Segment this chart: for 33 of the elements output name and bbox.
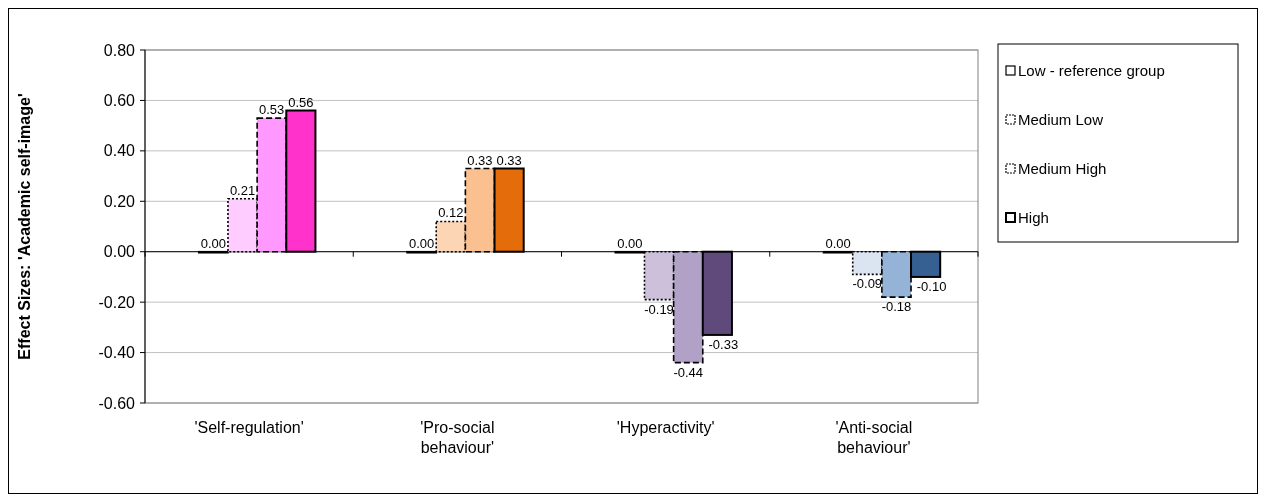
legend-label: Medium High [1018,160,1107,178]
x-tick-label: 'Self-regulation' [194,419,304,436]
data-label: -0.10 [916,278,947,294]
y-tick-label: 0.00 [103,243,136,261]
data-label: 0.00 [825,235,851,251]
x-tick-label: 'Anti-social behaviour' [835,419,913,456]
y-axis-title: Effect Sizes: 'Academic self-image' [16,93,33,360]
x-tick-label: 'Hyperactivity' [616,419,715,436]
legend-label: Medium Low [1018,111,1104,129]
data-label: -0.09 [852,276,883,292]
data-label: 0.33 [496,152,522,168]
data-label: -0.33 [708,336,739,352]
data-label: 0.56 [288,94,314,110]
data-label: -0.44 [673,364,704,380]
legend-label: High [1018,209,1049,227]
y-tick-label: -0.20 [98,293,136,311]
y-tick-label: -0.40 [98,344,136,362]
data-label: 0.00 [408,235,435,251]
data-label: -0.18 [881,299,912,315]
y-tick-label: 0.60 [103,92,136,110]
data-label: 0.53 [259,102,285,118]
x-tick-label: 'Pro-social behaviour' [420,419,495,456]
data-label: 0.12 [438,205,464,221]
data-label: 0.33 [467,152,493,168]
data-label: 0.00 [200,235,227,251]
legend-label: Low - reference group [1018,62,1165,80]
data-label: 0.21 [229,182,256,198]
y-tick-label: -0.60 [98,394,136,412]
data-label: -0.19 [644,301,674,317]
y-tick-label: 0.20 [103,192,136,210]
y-tick-label: 0.40 [103,142,136,160]
data-label: 0.00 [617,235,643,251]
y-tick-label: 0.80 [103,41,136,59]
